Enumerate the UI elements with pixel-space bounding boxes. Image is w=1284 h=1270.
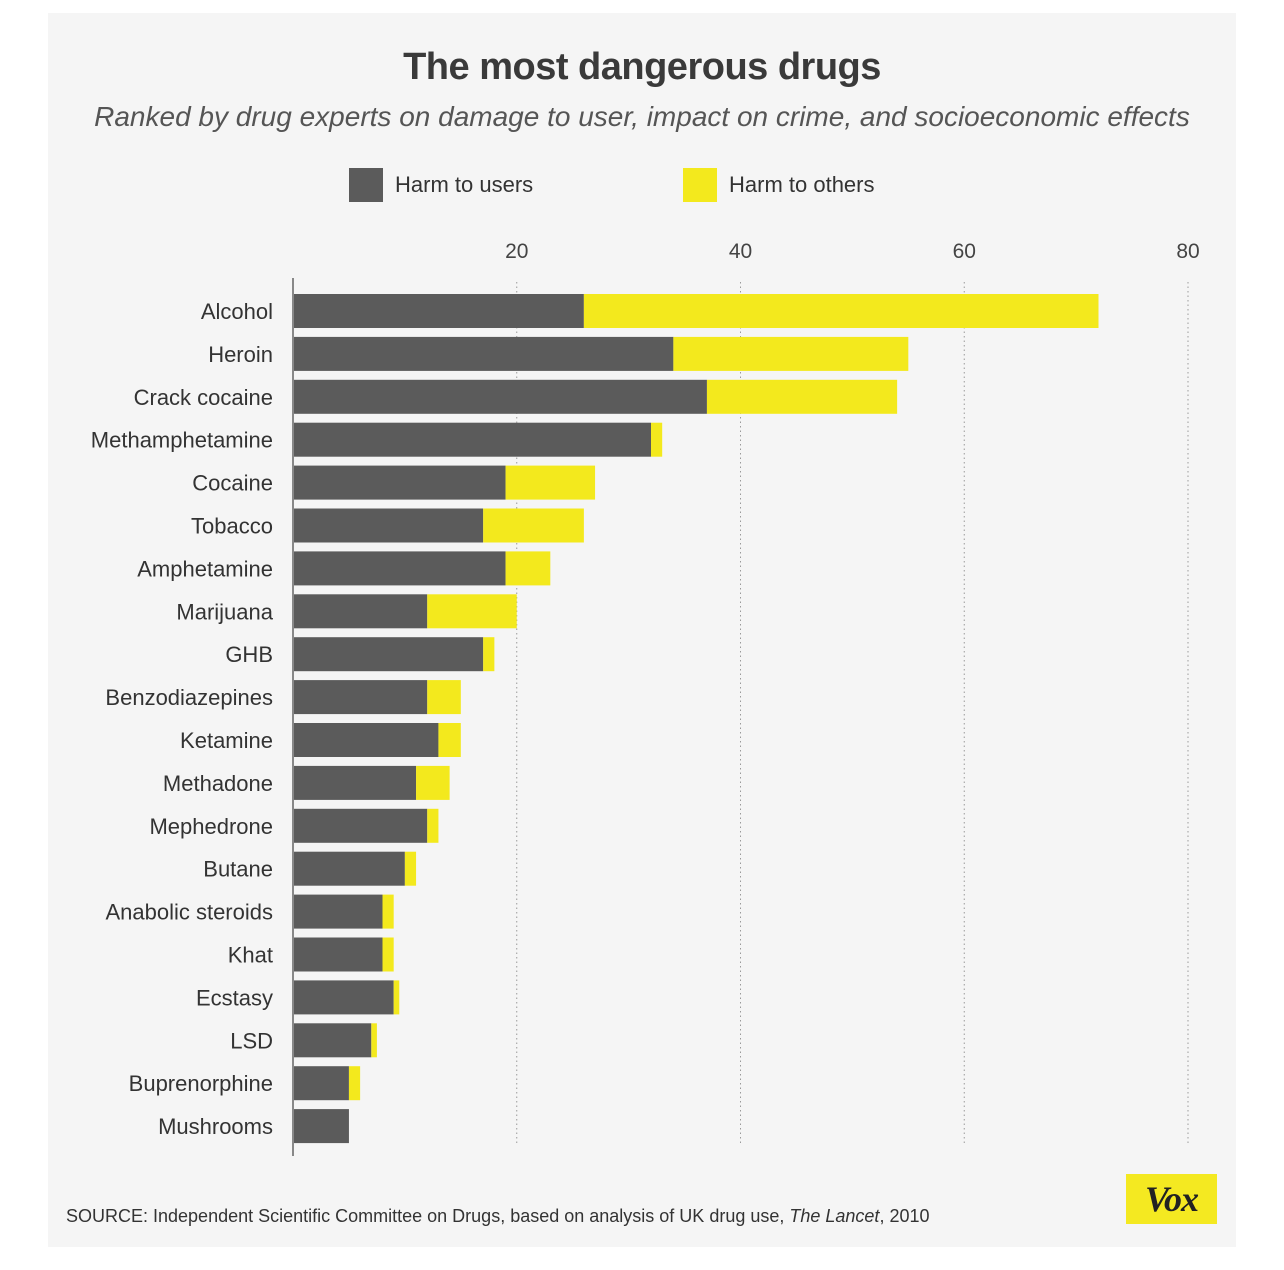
category-label: Marijuana [176, 599, 273, 624]
chart-subtitle: Ranked by drug experts on damage to user… [94, 101, 1190, 132]
bar-harm-to-others [483, 508, 584, 543]
source-publication: The Lancet [789, 1206, 880, 1226]
bar-harm-to-users [293, 851, 405, 886]
bar-harm-to-others [348, 1066, 361, 1101]
bar-harm-to-users [293, 1023, 372, 1058]
legend-item-users: Harm to users [349, 168, 533, 202]
category-label: GHB [225, 642, 273, 667]
category-label: Cocaine [192, 471, 273, 496]
x-tick-label: 80 [1176, 240, 1199, 263]
bar-harm-to-others [404, 851, 417, 886]
bar-harm-to-users [293, 808, 428, 843]
category-label: Buprenorphine [129, 1071, 273, 1096]
bar-harm-to-others [427, 594, 517, 629]
vox-logo: Vox [1126, 1174, 1217, 1224]
bar-harm-to-others [382, 937, 394, 972]
x-tick-label: 60 [953, 240, 976, 263]
bar-harm-to-others [651, 422, 663, 457]
bar-harm-to-others [706, 379, 898, 414]
bar-harm-to-users [293, 723, 439, 757]
bar-harm-to-others [505, 465, 596, 500]
bar-harm-to-users [293, 465, 506, 500]
category-label: Khat [228, 943, 273, 968]
category-label: Methamphetamine [91, 428, 273, 453]
category-label: Ketamine [180, 728, 273, 753]
legend-swatch-others [683, 168, 717, 202]
category-label: Tobacco [191, 514, 273, 539]
bar-harm-to-users [293, 680, 428, 715]
x-tick-label: 20 [505, 240, 528, 263]
bar-harm-to-others [427, 680, 461, 715]
category-label: Heroin [208, 342, 273, 367]
category-label: Crack cocaine [134, 385, 273, 410]
bar-harm-to-others [416, 765, 450, 800]
bar-harm-to-users [293, 937, 383, 972]
category-label: Anabolic steroids [105, 900, 273, 925]
bar-harm-to-users [293, 422, 651, 457]
chart-title: The most dangerous drugs [403, 46, 881, 88]
bar-harm-to-others [583, 294, 1099, 328]
bar-harm-to-users [293, 1109, 349, 1144]
bar-harm-to-users [293, 336, 674, 371]
bar-harm-to-users [293, 894, 383, 929]
bar-harm-to-users [293, 551, 506, 586]
bar-harm-to-others [438, 723, 461, 757]
category-label: Mephedrone [149, 814, 273, 839]
x-tick-label: 40 [729, 240, 752, 263]
source-suffix: , 2010 [879, 1206, 930, 1226]
bar-harm-to-users [293, 980, 394, 1015]
category-label: Benzodiazepines [105, 685, 273, 710]
legend-label-users: Harm to users [395, 172, 534, 197]
legend-swatch-users [349, 168, 383, 202]
category-label: Mushrooms [158, 1114, 273, 1139]
category-label: Amphetamine [137, 556, 273, 581]
bar-harm-to-others [371, 1023, 377, 1058]
bar-harm-to-users [293, 594, 428, 629]
legend-item-others: Harm to others [683, 168, 875, 202]
bar-harm-to-users [293, 637, 484, 672]
bar-harm-to-users [293, 765, 417, 800]
bar-harm-to-others [427, 808, 439, 843]
chart-panel [48, 13, 1236, 1247]
bar-harm-to-others [505, 551, 551, 586]
bar-harm-to-users [293, 379, 707, 414]
bar-harm-to-users [293, 508, 484, 543]
bar-harm-to-others [673, 336, 909, 371]
category-label: Methadone [163, 771, 273, 796]
bar-harm-to-users [293, 294, 584, 328]
bar-harm-to-others [483, 637, 495, 672]
source-prefix: SOURCE: Independent Scientific Committee… [66, 1206, 790, 1226]
bar-harm-to-users [293, 1066, 349, 1101]
legend-label-others: Harm to others [729, 172, 875, 197]
category-label: Butane [203, 857, 273, 882]
bar-harm-to-others [382, 894, 394, 929]
category-label: Ecstasy [196, 985, 273, 1010]
source-note: SOURCE: Independent Scientific Committee… [66, 1206, 929, 1227]
bar-harm-to-others [393, 980, 400, 1015]
category-label: LSD [230, 1028, 273, 1053]
category-label: Alcohol [201, 299, 273, 324]
